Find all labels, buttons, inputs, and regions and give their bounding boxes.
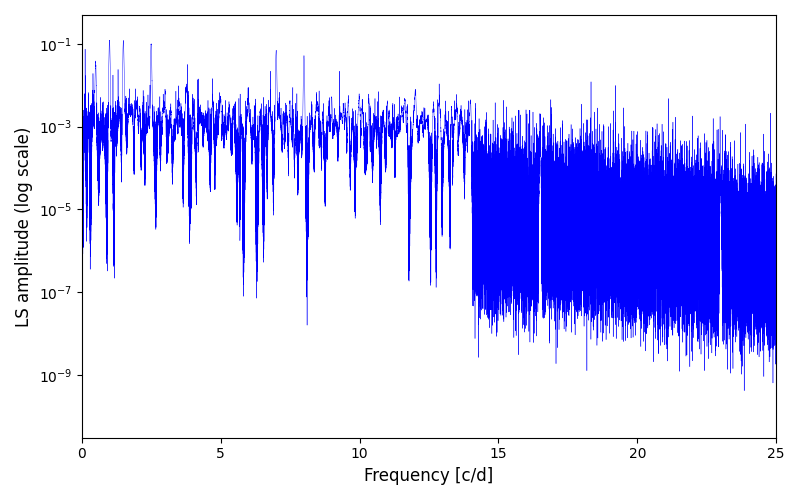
X-axis label: Frequency [c/d]: Frequency [c/d] [364, 467, 494, 485]
Y-axis label: LS amplitude (log scale): LS amplitude (log scale) [15, 126, 33, 326]
